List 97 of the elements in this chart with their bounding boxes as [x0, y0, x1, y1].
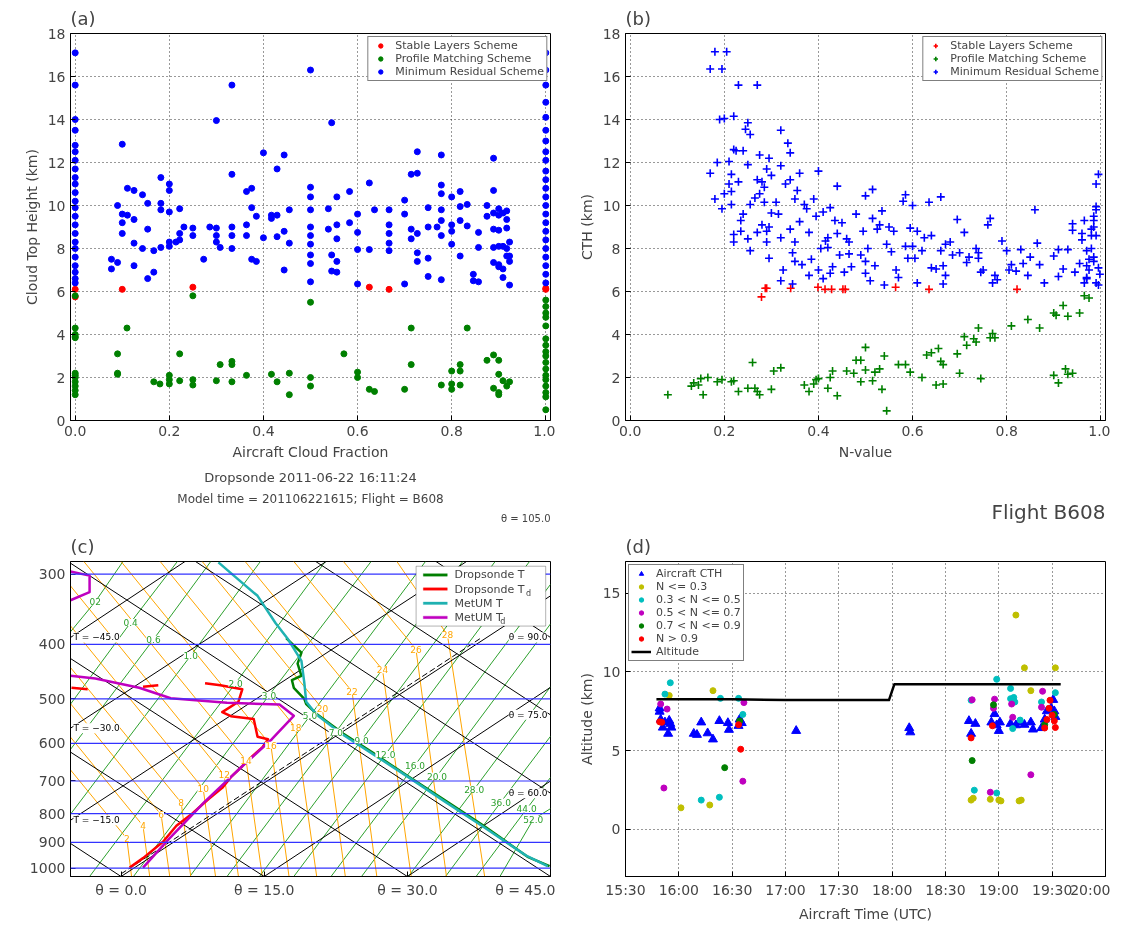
y-tick-label: 0 — [611, 821, 621, 838]
x-tick-label: 18:00 — [871, 881, 913, 898]
y-tick-label: 10 — [602, 197, 621, 214]
legend-label: MetUM T — [454, 596, 504, 610]
x-tick-label: θ = 15.0 — [234, 881, 295, 898]
text: (d) — [625, 535, 651, 557]
annotation: 8 — [178, 798, 185, 809]
y-tick-label: 400 — [38, 636, 66, 653]
legend-label: Aircraft CTH — [656, 567, 723, 580]
y-tick-label: 700 — [38, 772, 66, 789]
chart-title: Dropsonde 2011-06-22 16:11:24 — [204, 469, 417, 485]
y-tick-label: 300 — [38, 566, 66, 583]
legend-label: 0.5 < N <= 0.7 — [656, 606, 741, 619]
annotation: T = −30.0 — [72, 723, 121, 734]
y-tick-label: 800 — [38, 805, 66, 822]
y-axis-title: Cloud Top Height (km) — [23, 149, 40, 305]
x-tick-label: 1.0 — [533, 422, 556, 439]
y-tick-label: 600 — [38, 735, 66, 752]
x-tick-label: 15:30 — [605, 881, 646, 898]
chart-title: Flight B608 — [991, 499, 1106, 524]
y-tick-label: 18 — [47, 25, 66, 42]
x-tick-label: θ = 30.0 — [377, 881, 438, 898]
y-tick-label: 12 — [602, 154, 621, 171]
legend-label: Profile Matching Scheme — [950, 52, 1087, 65]
x-tick-label: 18:30 — [925, 881, 966, 898]
y-axis-title: Altitude (km) — [578, 673, 595, 765]
y-tick-label: 0 — [611, 412, 621, 429]
legend-label: 0.3 < N <= 0.5 — [656, 593, 741, 606]
x-axis-title: Aircraft Cloud Fraction — [232, 443, 389, 460]
y-tick-label: 8 — [611, 240, 621, 257]
x-tick-label: θ = 0.0 — [95, 881, 147, 898]
y-tick-label: 2 — [611, 369, 621, 386]
x-tick-label: 0.6 — [346, 422, 369, 439]
x-tick-label: 1.0 — [1088, 422, 1111, 439]
y-tick-label: 16 — [47, 68, 66, 85]
x-tick-label: 17:30 — [818, 881, 860, 898]
y-tick-label: 12 — [47, 154, 66, 171]
x-tick-label: 0.0 — [64, 422, 87, 439]
y-tick-label: 4 — [56, 326, 66, 343]
y-tick-label: 0 — [56, 412, 66, 429]
y-tick-label: 5 — [611, 742, 621, 759]
x-tick-label: 0.4 — [807, 422, 830, 439]
x-tick-label: 0.6 — [901, 422, 924, 439]
y-tick-label: 4 — [611, 326, 621, 343]
y-tick-label: 6 — [611, 283, 621, 300]
x-tick-label: 0.8 — [995, 422, 1018, 439]
text: (b) — [625, 7, 651, 29]
x-tick-label: 0.2 — [713, 422, 736, 439]
y-tick-label: 900 — [38, 834, 66, 851]
x-tick-label: θ = 45.0 — [495, 881, 556, 898]
y-tick-label: 1000 — [29, 860, 66, 877]
legend-label: 0.7 < N <= 0.9 — [656, 619, 741, 632]
text: (c) — [70, 535, 95, 557]
legend-label: Stable Layers Scheme — [950, 39, 1073, 52]
x-tick-label: 0.4 — [252, 422, 275, 439]
legend-label: Profile Matching Scheme — [395, 52, 532, 65]
annotation: 6 — [158, 810, 165, 821]
legend-label: Minimum Residual Scheme — [950, 65, 1099, 78]
y-tick-label: 500 — [38, 690, 66, 707]
x-tick-label: 16:00 — [658, 881, 700, 898]
x-tick-label: 0.8 — [440, 422, 463, 439]
legend-label: Altitude — [656, 645, 699, 658]
y-tick-label: 18 — [602, 25, 621, 42]
x-tick-label: 19:30 — [1031, 881, 1073, 898]
y-tick-label: 16 — [602, 68, 621, 85]
annotation: T = −45.0 — [72, 632, 121, 643]
text: (a) — [70, 7, 96, 29]
x-axis-title: N-value — [838, 443, 893, 460]
y-tick-label: 10 — [602, 663, 621, 680]
y-tick-label: 10 — [47, 197, 66, 214]
chart-subtitle: Model time = 201106221615; Flight = B608 — [177, 491, 444, 506]
y-axis-title: CTH (km) — [578, 194, 595, 260]
annotation: θ = 90.0 — [508, 632, 548, 643]
y-tick-label: 2 — [56, 369, 66, 386]
annotation: 2 — [123, 834, 130, 845]
legend-label: N <= 0.3 — [656, 580, 708, 593]
legend-label: Dropsonde T — [454, 568, 525, 582]
x-tick-label: 19:00 — [978, 881, 1020, 898]
x-tick-label: 17:00 — [765, 881, 806, 898]
legend-label: Stable Layers Scheme — [395, 39, 518, 52]
annotation: T = −15.0 — [72, 815, 121, 826]
x-tick-label: 0.2 — [158, 422, 181, 439]
y-tick-label: 15 — [602, 585, 621, 601]
annotation: θ = 75.0 — [508, 709, 548, 720]
x-tick-label: 0.0 — [619, 422, 642, 439]
legend-label: Minimum Residual Scheme — [395, 65, 544, 78]
y-tick-label: 14 — [602, 111, 621, 128]
x-tick-label: 16:30 — [711, 881, 753, 898]
x-axis-title: Aircraft Time (UTC) — [799, 905, 932, 922]
x-tick-label: 20:00 — [1070, 881, 1111, 898]
y-tick-label: 6 — [56, 283, 66, 300]
annotation: 4 — [140, 821, 147, 832]
text: θ = 105.0 — [501, 512, 551, 524]
annotation: θ = 60.0 — [508, 788, 548, 799]
y-tick-label: 14 — [47, 111, 66, 128]
legend-label: N > 0.9 — [656, 632, 698, 645]
y-tick-label: 8 — [56, 240, 66, 257]
